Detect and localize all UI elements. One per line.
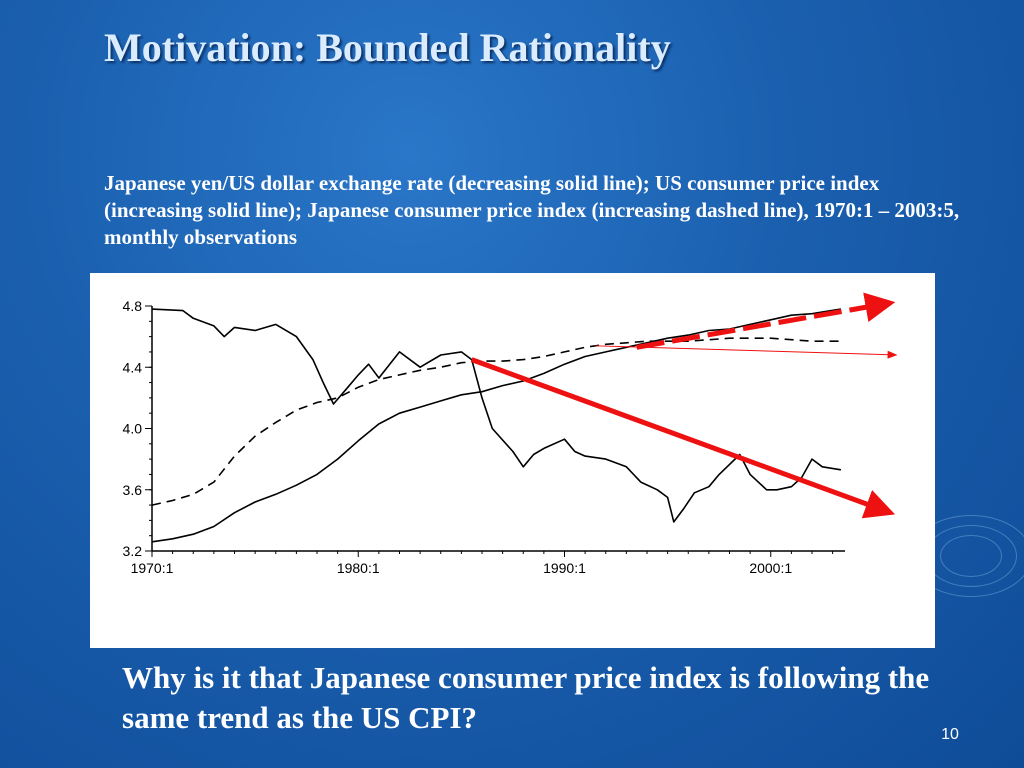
x-tick-label: 1980:1: [337, 560, 380, 576]
x-tick-label: 1970:1: [131, 560, 174, 576]
slide-title: Motivation: Bounded Rationality: [104, 25, 671, 70]
y-tick-label: 4.4: [123, 359, 143, 375]
series-line-2: [151, 308, 842, 543]
annotation-arrow-1: [470, 357, 896, 519]
y-tick-label: 4.0: [123, 421, 143, 437]
annotation-arrow-3: [595, 345, 898, 359]
question-text: Why is it that Japanese consumer price i…: [122, 660, 930, 735]
line-chart: 1970:1 1980:1 1990:1 2000:1 3.2 3.6 4.0 4.4 4.8: [123, 292, 898, 576]
plot-area: 1970:1 1980:1 1990:1 2000:1 3.2 3.6 4.0 4.4 4.8: [123, 292, 898, 576]
y-tick-label: 3.6: [123, 482, 143, 498]
series-line-3: [151, 337, 841, 506]
y-tick-label: 3.2: [123, 543, 143, 559]
y-tick-label: 4.8: [123, 298, 143, 314]
page-number: 10: [941, 726, 959, 743]
chart-caption: Japanese yen/US dollar exchange rate (de…: [104, 171, 960, 249]
series-line-1: [151, 308, 842, 523]
annotation-arrow-2: [636, 292, 896, 350]
x-tick-label: 2000:1: [749, 560, 792, 576]
x-tick-label: 1990:1: [543, 560, 586, 576]
chart-panel: 1970:1 1980:1 1990:1 2000:1 3.2 3.6 4.0 4.4 4.8: [90, 273, 935, 648]
